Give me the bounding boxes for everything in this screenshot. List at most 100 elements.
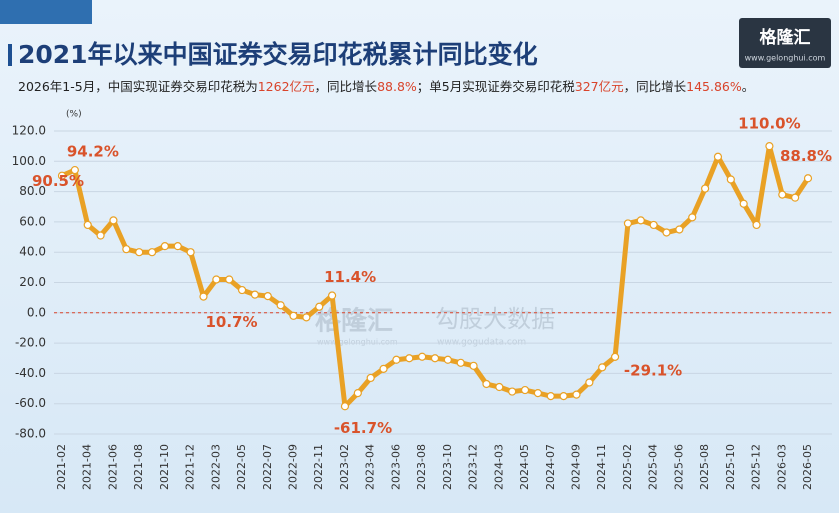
y-unit: (%) xyxy=(66,110,82,120)
data-label: 94.2% xyxy=(67,143,119,161)
point xyxy=(83,220,92,230)
y-tick-label: -60.0 xyxy=(15,396,46,410)
data-label: 90.5% xyxy=(32,172,84,190)
subtitle-part: 145.86% xyxy=(686,79,742,94)
watermark: 格隆汇 www.gelonghui.com 勾股大数据 www.gogudata… xyxy=(315,305,555,348)
x-tick-label: 2025-06 xyxy=(672,444,685,490)
title-accent xyxy=(8,44,12,66)
x-tick-label: 2025-02 xyxy=(621,444,634,490)
x-tick-label: 2024-11 xyxy=(595,444,608,490)
point xyxy=(675,225,684,234)
x-tick-label: 2022-07 xyxy=(261,444,274,490)
point xyxy=(353,388,362,398)
data-label: 11.4% xyxy=(324,268,376,286)
x-tick-label: 2025-12 xyxy=(750,444,763,490)
data-label: 110.0% xyxy=(738,115,800,133)
point xyxy=(418,352,427,361)
data-label: -61.7% xyxy=(334,419,392,437)
x-tick-label: 2024-09 xyxy=(569,444,582,490)
point xyxy=(340,402,350,411)
subtitle-part: ；单5月实现证券交易印花税 xyxy=(417,79,575,94)
point xyxy=(636,216,645,225)
point xyxy=(791,193,800,202)
x-tick-label: 2022-03 xyxy=(209,444,222,490)
data-label: 10.7% xyxy=(205,313,257,331)
watermark-brand: 勾股大数据 xyxy=(435,305,555,333)
point xyxy=(701,184,710,193)
x-tick-label: 2023-06 xyxy=(389,444,402,490)
x-tick-label: 2023-04 xyxy=(364,444,377,490)
point xyxy=(765,142,774,151)
x-tick-label: 2021-12 xyxy=(184,444,197,490)
subtitle-part: 88.8% xyxy=(377,79,417,94)
logo-box xyxy=(739,18,831,68)
point xyxy=(122,245,131,254)
point xyxy=(147,248,157,257)
x-tick-label: 2023-12 xyxy=(467,444,480,490)
x-tick-label: 2026-03 xyxy=(775,444,788,490)
y-tick-label: 120.0 xyxy=(12,124,46,138)
x-tick-label: 2021-08 xyxy=(132,444,145,490)
point xyxy=(225,275,234,284)
corner-band xyxy=(0,0,92,24)
y-tick-label: 0.0 xyxy=(27,305,46,319)
subtitle-part: ，同比增长 xyxy=(315,79,378,94)
point xyxy=(186,248,195,257)
x-tick-label: 2021-10 xyxy=(158,444,171,490)
point xyxy=(96,231,105,240)
point xyxy=(379,364,388,373)
point xyxy=(456,358,465,367)
point xyxy=(739,199,748,208)
subtitle: 2026年1-5月，中国实现证券交易印花税为1262亿元，同比增长88.8%；单… xyxy=(18,79,754,94)
data-label: 88.8% xyxy=(780,147,832,165)
point xyxy=(212,275,221,284)
point xyxy=(276,301,285,310)
point xyxy=(469,361,478,370)
point xyxy=(328,291,337,300)
y-tick-label: -20.0 xyxy=(15,336,46,350)
y-tick-label: 20.0 xyxy=(19,275,46,289)
x-tick-label: 2023-02 xyxy=(338,444,351,490)
point xyxy=(263,292,272,301)
logo-name: 格隆汇 xyxy=(760,27,811,48)
point xyxy=(778,190,787,199)
point xyxy=(508,387,517,396)
point xyxy=(302,313,311,322)
x-tick-label: 2025-04 xyxy=(647,444,660,490)
point xyxy=(57,171,67,180)
subtitle-part: 1262亿元 xyxy=(258,79,315,94)
point xyxy=(70,165,79,175)
point xyxy=(572,390,581,399)
x-tick-label: 2022-05 xyxy=(235,444,248,490)
y-tick-label: 80.0 xyxy=(19,184,46,198)
data-label: -29.1% xyxy=(624,361,682,379)
point xyxy=(623,219,633,228)
y-tick-label: -80.0 xyxy=(15,427,46,441)
point xyxy=(533,388,542,398)
point xyxy=(443,355,452,364)
point xyxy=(315,302,324,311)
point xyxy=(250,290,260,299)
point xyxy=(135,248,144,257)
x-tick-label: 2025-08 xyxy=(698,444,711,490)
y-tick-label: 100.0 xyxy=(12,154,46,168)
x-tick-label: 2024-05 xyxy=(518,444,531,490)
watermark-brand-url: www.gogudata.com xyxy=(437,338,526,348)
point xyxy=(546,392,555,401)
watermark-name: 格隆汇 xyxy=(315,306,393,337)
point xyxy=(160,242,169,251)
point xyxy=(559,392,568,401)
point xyxy=(688,213,697,222)
x-tick-label: 2024-07 xyxy=(544,444,557,490)
subtitle-part: 327亿元 xyxy=(575,79,624,94)
point xyxy=(199,292,208,301)
watermark-url: www.gelonghui.com xyxy=(317,338,398,347)
point xyxy=(752,220,761,230)
x-tick-label: 2026-05 xyxy=(801,444,814,490)
point xyxy=(173,242,182,251)
x-tick-label: 2025-10 xyxy=(724,444,737,490)
x-tick-label: 2021-04 xyxy=(81,444,94,490)
subtitle-part: 2026年1-5月，中国实现证券交易印花税为 xyxy=(18,79,258,94)
point xyxy=(482,379,491,389)
